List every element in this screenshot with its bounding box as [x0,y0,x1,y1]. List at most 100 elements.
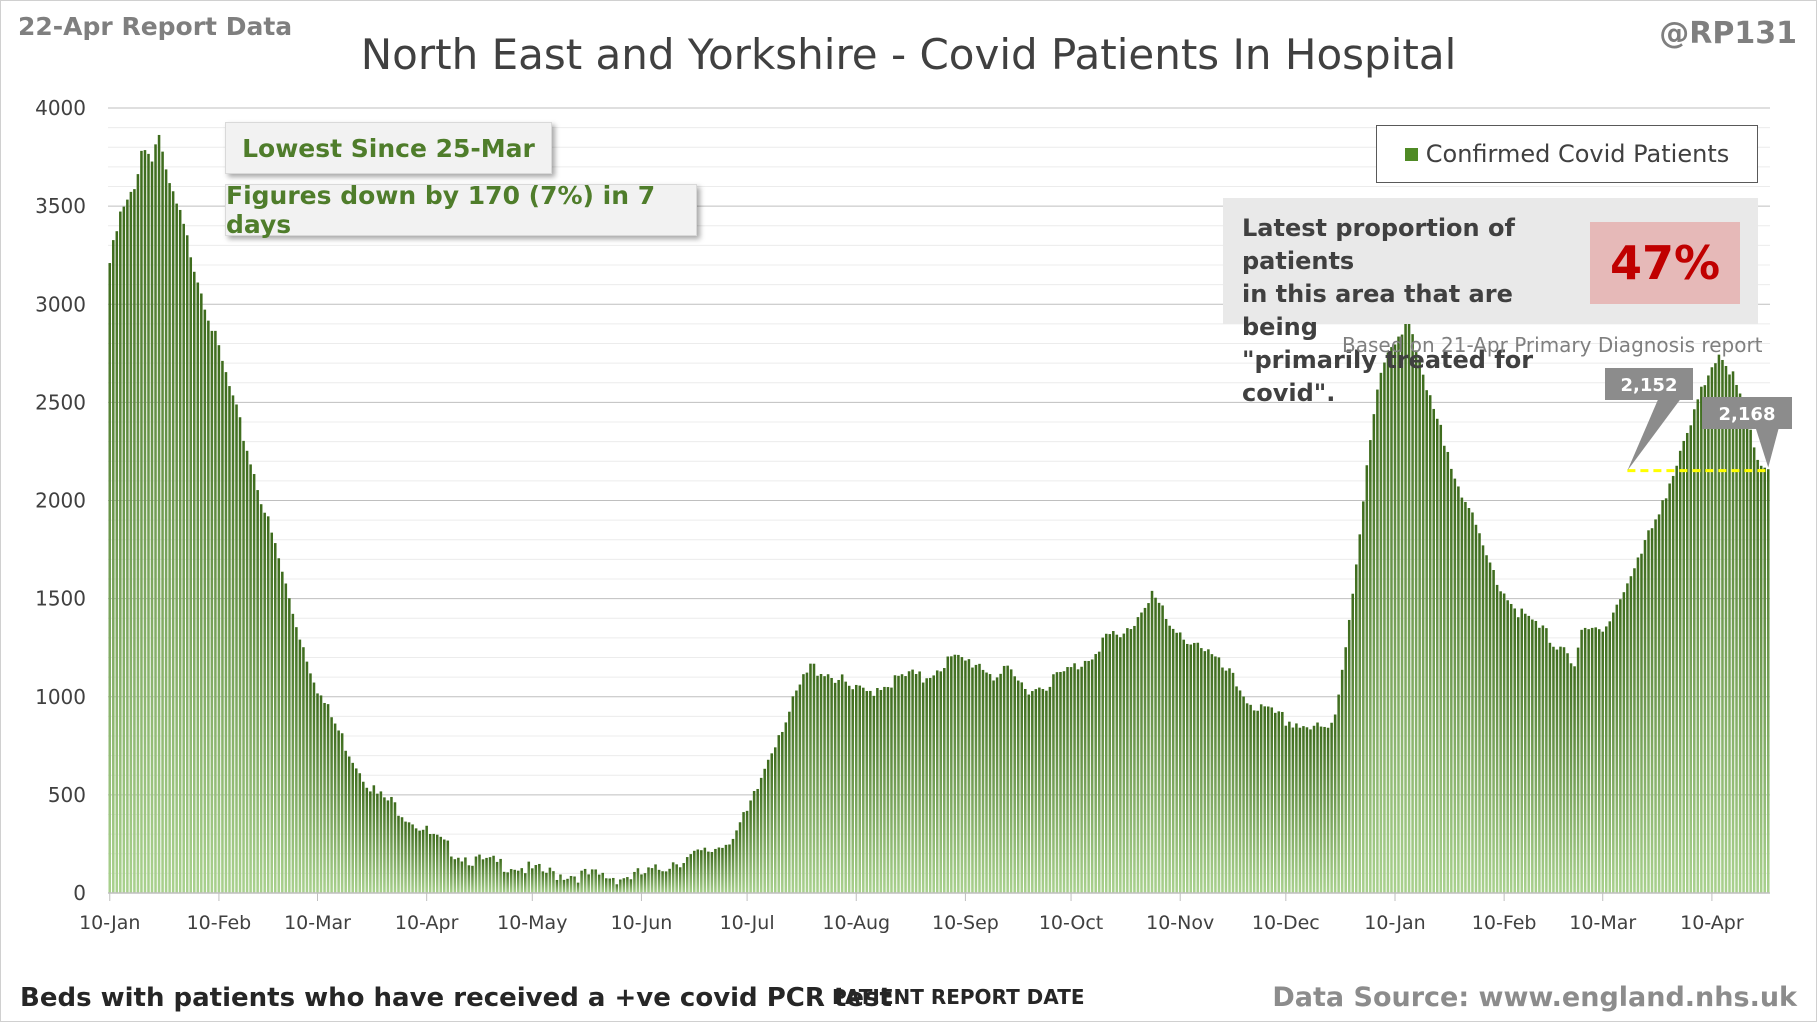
bar [682,863,685,893]
bar [1664,498,1668,893]
bar [1414,350,1418,893]
bar [1566,653,1569,893]
bar [1650,528,1654,893]
bar [1178,632,1182,893]
bar [319,695,323,893]
bar [1221,667,1224,893]
bar [978,663,981,893]
bar [1073,663,1076,893]
y-tick-label: 500 [48,783,86,807]
y-axis: 0 500 1000 1500 2000 2500 3000 3500 4000 [35,96,86,905]
bar [1319,726,1323,893]
bar [154,144,157,894]
bar [840,674,844,893]
bar [689,854,693,893]
bar [207,320,210,893]
bar [1393,344,1397,893]
bar [273,543,277,893]
bar [1485,555,1488,893]
bar [999,673,1002,893]
bar [1752,447,1756,893]
bar [1421,374,1425,893]
bar [608,878,612,893]
bar [270,532,274,893]
bar [946,656,950,893]
bar [766,759,770,893]
bar [1259,704,1263,893]
bar [492,855,495,893]
bar [1453,478,1457,893]
lowest-since-callout: Lowest Since 25-Mar [225,122,552,174]
bar [1323,726,1326,893]
bar [1397,336,1400,894]
bar [735,830,738,893]
bar [823,676,826,893]
bar [245,450,249,893]
bar [362,781,365,893]
bar [235,404,238,893]
bar [506,872,509,893]
bar [1541,625,1545,893]
bar [1735,384,1738,893]
bar [643,873,647,893]
bar [288,598,291,893]
bar [281,571,284,893]
bar [1143,607,1147,893]
bar [1580,629,1583,893]
bar [911,669,914,893]
bar [428,833,432,893]
bar [1185,643,1189,893]
bar [1640,553,1643,893]
bar [1446,451,1450,893]
y-tick-label: 1000 [35,685,86,709]
bar [583,868,587,893]
bar [509,869,513,893]
bar [1411,334,1414,893]
bar [1457,486,1460,893]
bar [897,675,900,893]
bar [1703,385,1707,893]
bar [421,829,425,893]
bar [545,872,548,893]
bar [1495,584,1499,893]
bar [731,838,735,893]
bar [1404,321,1407,894]
bar [974,664,978,893]
bar [1337,694,1340,893]
y-tick-label: 3000 [35,292,86,316]
bar [647,867,650,893]
bar [464,857,467,893]
bar [534,865,538,893]
bar [777,735,781,893]
bar [1749,429,1752,893]
bar [1013,676,1016,893]
bar [781,731,784,893]
bar [1193,642,1196,893]
bar [411,824,414,893]
bar [291,613,295,893]
bar [1189,644,1193,893]
bar [569,876,573,893]
legend: Confirmed Covid Patients [1376,125,1758,183]
bar [1372,414,1376,893]
bar [636,868,640,893]
bar [964,660,967,893]
bar [1312,725,1316,893]
bar [812,663,816,893]
bar [136,174,140,893]
bar [1330,722,1333,893]
bar [1386,352,1390,893]
bar [1024,688,1027,893]
bar [721,847,724,893]
bar [1661,500,1664,893]
bar [471,865,474,893]
bar [573,876,576,893]
annotations: 2,152 2,168 [1605,368,1792,473]
bar [943,668,946,893]
bar [1626,583,1629,893]
bar [531,868,534,893]
bar [228,386,231,893]
bar [1242,696,1245,893]
bar [995,677,999,893]
